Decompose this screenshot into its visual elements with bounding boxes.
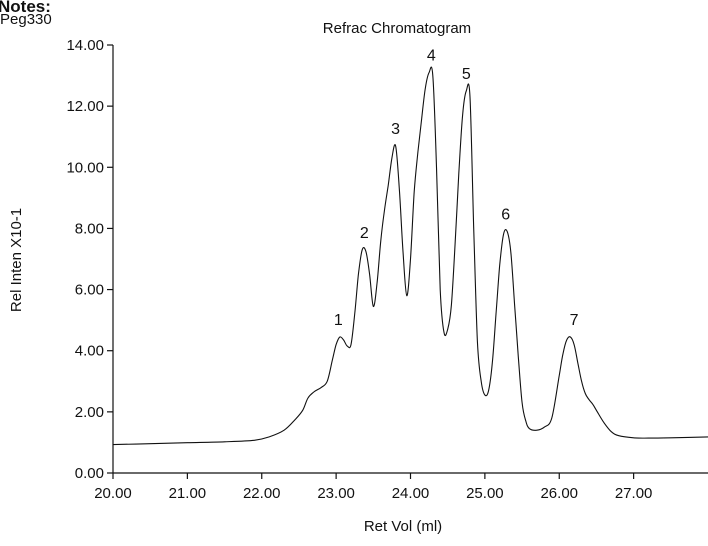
x-tick-label: 24.00 xyxy=(392,485,430,502)
y-tick-label: 2.00 xyxy=(75,404,104,421)
y-tick-label: 10.00 xyxy=(66,159,104,176)
x-tick-label: 20.00 xyxy=(94,485,132,502)
x-tick-label: 23.00 xyxy=(317,485,355,502)
peak-label: 1 xyxy=(334,312,343,329)
x-axis-label: Ret Vol (ml) xyxy=(364,518,442,535)
peak-label: 6 xyxy=(501,206,510,223)
notes-heading: Notes: xyxy=(0,0,51,16)
peak-label: 2 xyxy=(360,225,369,242)
x-tick-label: 26.00 xyxy=(540,485,578,502)
x-tick-label: 21.00 xyxy=(169,485,207,502)
peak-label: 3 xyxy=(391,121,400,138)
y-tick-label: 12.00 xyxy=(66,98,104,115)
y-ticks: 0.00 2.00 4.00 6.00 8.00 10.00 12.00 14.00 xyxy=(66,37,113,482)
chromatogram-trace xyxy=(112,66,708,446)
y-tick-label: 8.00 xyxy=(75,220,104,237)
peak-label: 4 xyxy=(427,48,436,65)
y-tick-label: 0.00 xyxy=(75,465,104,482)
peak-label: 5 xyxy=(462,66,471,83)
y-axis-label: Rel Inten X10-1 xyxy=(8,208,25,312)
y-tick-label: 4.00 xyxy=(75,343,104,360)
x-tick-label: 22.00 xyxy=(243,485,281,502)
y-tick-label: 14.00 xyxy=(66,37,104,54)
chart-title: Refrac Chromatogram xyxy=(323,20,471,37)
peak-label: 7 xyxy=(570,312,579,329)
x-tick-label: 27.00 xyxy=(615,485,653,502)
x-tick-label: 25.00 xyxy=(466,485,504,502)
peak-labels: 1 2 3 4 5 6 7 xyxy=(334,48,579,329)
sample-name: Peg330 xyxy=(0,11,52,28)
x-ticks: 20.00 21.00 22.00 23.00 24.00 25.00 26.00 27.00 xyxy=(94,473,652,502)
y-tick-label: 6.00 xyxy=(75,282,104,299)
